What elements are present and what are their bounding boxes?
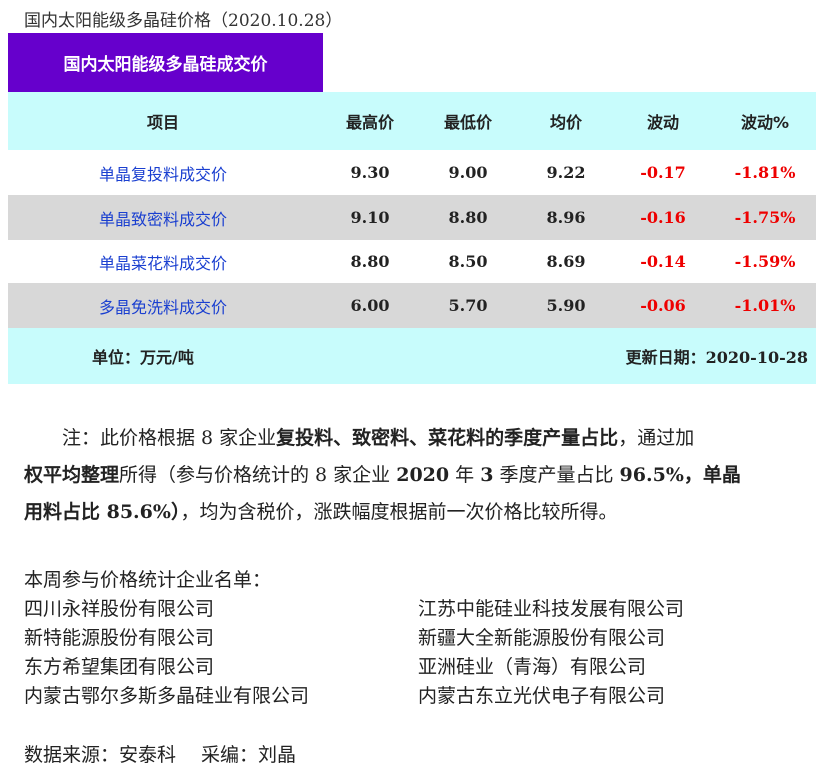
unit-label: 单位：万元/吨 xyxy=(92,348,194,367)
avg-price: 9.22 xyxy=(546,163,586,182)
item-name: 单晶菜花料成交价 xyxy=(98,253,228,273)
table-row: 单晶复投料成交价 9.30 9.00 9.22 -0.17 -1.81% xyxy=(8,150,816,195)
company: 新疆大全新能源股份有限公司 xyxy=(418,627,666,649)
header-high: 最高价 xyxy=(345,113,395,132)
list-title: 本周参与价格统计企业名单： xyxy=(24,569,272,591)
high-price: 9.30 xyxy=(350,163,390,182)
high-price: 8.80 xyxy=(350,252,390,271)
note-text: 权平均整理 xyxy=(24,464,120,486)
company: 四川永祥股份有限公司 xyxy=(24,598,215,620)
change: -0.14 xyxy=(640,252,686,271)
page-title: 国内太阳能级多晶硅价格（2020.10.28） xyxy=(24,11,343,31)
header-change: 波动 xyxy=(646,113,680,132)
note-text: 注：此价格根据 8 家企业 xyxy=(62,427,277,449)
company: 江苏中能硅业科技发展有限公司 xyxy=(418,598,685,620)
header-avg: 均价 xyxy=(549,113,583,132)
avg-price: 5.90 xyxy=(546,296,586,315)
note-text: ，单晶 xyxy=(683,464,741,486)
change-pct: -1.81% xyxy=(734,163,796,182)
avg-price: 8.96 xyxy=(546,208,586,227)
company: 内蒙古东立光伏电子有限公司 xyxy=(418,685,666,707)
high-price: 9.10 xyxy=(350,208,390,227)
table-banner: 国内太阳能级多晶硅成交价 xyxy=(8,33,323,92)
note-text: 2020 xyxy=(396,464,450,486)
note-text: 所得（参与价格统计的 8 家企业 xyxy=(119,464,397,486)
company: 新特能源股份有限公司 xyxy=(24,627,215,649)
note-text: 3 xyxy=(480,464,494,486)
header-item: 项目 xyxy=(146,113,180,132)
table-row: 单晶菜花料成交价 8.80 8.50 8.69 -0.14 -1.59% xyxy=(8,240,816,283)
header-change-pct: 波动% xyxy=(740,113,790,132)
low-price: 5.70 xyxy=(448,296,488,315)
avg-price: 8.69 xyxy=(546,252,586,271)
table-footer: 单位：万元/吨 更新日期：2020-10-28 xyxy=(8,328,816,384)
note-paragraph: 注：此价格根据 8 家企业复投料、致密料、菜花料的季度产量占比，通过加 权平均整… xyxy=(24,420,816,531)
company-list-right: 江苏中能硅业科技发展有限公司 新疆大全新能源股份有限公司 亚洲硅业（青海）有限公… xyxy=(418,595,684,711)
note-text: 96.5% xyxy=(619,464,684,486)
table-row: 单晶致密料成交价 9.10 8.80 8.96 -0.16 -1.75% xyxy=(8,195,816,240)
table-header: 项目 最高价 最低价 均价 波动 波动% xyxy=(8,92,816,150)
update-date: 更新日期：2020-10-28 xyxy=(625,348,808,367)
company: 东方希望集团有限公司 xyxy=(24,656,215,678)
high-price: 6.00 xyxy=(350,296,390,315)
change-pct: -1.01% xyxy=(734,296,796,315)
low-price: 8.80 xyxy=(448,208,488,227)
item-name: 单晶复投料成交价 xyxy=(98,164,228,184)
change: -0.16 xyxy=(640,208,686,227)
note-text: ，均为含税价，涨跌幅度根据前一次价格比较所得。 xyxy=(180,501,618,523)
item-name: 单晶致密料成交价 xyxy=(98,209,228,229)
note-text: 复投料、致密料、菜花料的季度产量占比 xyxy=(276,427,619,449)
change: -0.17 xyxy=(640,163,686,182)
change: -0.06 xyxy=(640,296,686,315)
data-source: 数据来源：安泰科 采编：刘晶 xyxy=(24,744,297,766)
company: 内蒙古鄂尔多斯多晶硅业有限公司 xyxy=(24,685,310,707)
low-price: 8.50 xyxy=(448,252,488,271)
change-pct: -1.59% xyxy=(734,252,796,271)
change-pct: -1.75% xyxy=(734,208,796,227)
table-row: 多晶免洗料成交价 6.00 5.70 5.90 -0.06 -1.01% xyxy=(8,283,816,328)
note-text: ，通过加 xyxy=(618,427,695,449)
header-low: 最低价 xyxy=(443,113,493,132)
note-text: 年 xyxy=(449,464,481,486)
low-price: 9.00 xyxy=(448,163,488,182)
note-text: 用料占比 85.6%） xyxy=(24,501,181,523)
note-text: 季度产量占比 xyxy=(493,464,620,486)
item-name: 多晶免洗料成交价 xyxy=(98,297,228,317)
company-list-left: 本周参与价格统计企业名单： 四川永祥股份有限公司 新特能源股份有限公司 东方希望… xyxy=(24,566,309,711)
company: 亚洲硅业（青海）有限公司 xyxy=(418,656,647,678)
